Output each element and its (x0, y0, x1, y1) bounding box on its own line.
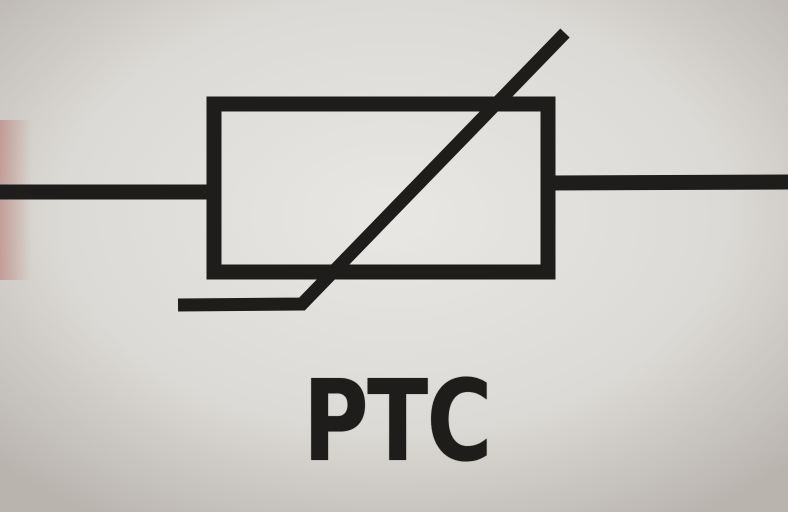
resistor-body (206, 96, 556, 280)
right-lead-wire (549, 174, 788, 191)
variable-slash-line (177, 28, 570, 312)
component-label: PTC (303, 357, 492, 487)
